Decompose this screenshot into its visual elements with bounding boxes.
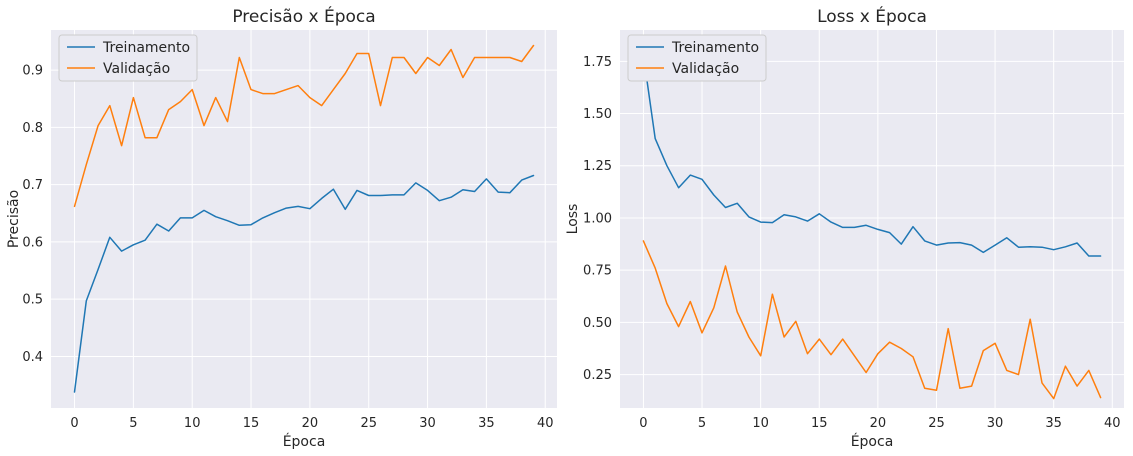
loss-x-tick-label: 5 (698, 416, 706, 431)
loss-series-validation-line (642, 240, 1102, 400)
accuracy-chart: 0 5 10 15 20 25 30 35 40 0.4 0.5 0.6 0.7 0.8 0.9 Precis… (6, 5, 557, 450)
accuracy-x-tick-label: 0 (70, 416, 78, 431)
loss-x-tick-label: 20 (870, 416, 887, 431)
accuracy-y-tick-label: 0.5 (22, 293, 43, 308)
accuracy-y-tick-label: 0.7 (22, 178, 43, 193)
loss-x-tick-label: 10 (752, 416, 769, 431)
accuracy-y-tick-label: 0.6 (22, 235, 43, 250)
loss-legend-label-training: Treinamento (671, 40, 759, 56)
accuracy-x-tick-label: 5 (129, 416, 137, 431)
accuracy-x-tick-label: 30 (419, 416, 436, 431)
loss-y-tick-label: 1.25 (583, 159, 612, 174)
accuracy-x-tick-label: 35 (478, 416, 495, 431)
accuracy-series-training-line (73, 174, 535, 393)
loss-y-tick-label: 1.00 (583, 211, 612, 226)
accuracy-legend-label-validation: Validação (103, 61, 170, 77)
accuracy-x-tick-label: 15 (243, 416, 260, 431)
accuracy-x-tick-label: 40 (537, 416, 554, 431)
loss-chart: 0 5 10 15 20 25 30 35 40 0.25 0.50 0.75 1.00 1.25 1.50… (565, 5, 1124, 450)
accuracy-legend-label-training: Treinamento (102, 40, 190, 56)
loss-plot-area (620, 30, 1124, 408)
loss-y-tick-label: 1.75 (583, 55, 612, 70)
accuracy-plot-area (51, 30, 557, 408)
loss-y-axis-label: Loss (565, 204, 581, 235)
accuracy-x-tick-label: 25 (360, 416, 377, 431)
loss-x-tick-label: 30 (987, 416, 1004, 431)
loss-y-tick-label: 0.50 (583, 316, 612, 331)
loss-chart-title: Loss x Época (817, 5, 927, 27)
accuracy-y-axis-label: Precisão (6, 190, 22, 248)
loss-legend-label-validation: Validação (672, 61, 739, 77)
loss-x-tick-label: 15 (811, 416, 828, 431)
loss-x-tick-label: 0 (639, 416, 647, 431)
accuracy-x-axis-label: Época (283, 433, 326, 450)
accuracy-series-validation-line (73, 44, 535, 208)
accuracy-y-tick-label: 0.9 (22, 64, 43, 79)
loss-x-tick-label: 35 (1045, 416, 1062, 431)
accuracy-x-tick-label: 20 (302, 416, 319, 431)
accuracy-y-tick-label: 0.8 (22, 121, 43, 136)
accuracy-legend: Treinamento Validação (58, 34, 198, 82)
accuracy-chart-title: Precisão x Época (232, 5, 375, 27)
loss-legend: Treinamento Validação (627, 34, 767, 82)
loss-y-tick-label: 0.25 (583, 368, 612, 383)
loss-x-axis-label: Época (851, 433, 894, 450)
loss-y-tick-label: 0.75 (583, 264, 612, 279)
loss-x-tick-label: 25 (928, 416, 945, 431)
loss-x-tick-label: 40 (1104, 416, 1121, 431)
loss-y-tick-label: 1.50 (583, 107, 612, 122)
accuracy-y-tick-label: 0.4 (22, 350, 43, 365)
accuracy-x-tick-label: 10 (184, 416, 201, 431)
loss-series-training-line (642, 54, 1102, 257)
